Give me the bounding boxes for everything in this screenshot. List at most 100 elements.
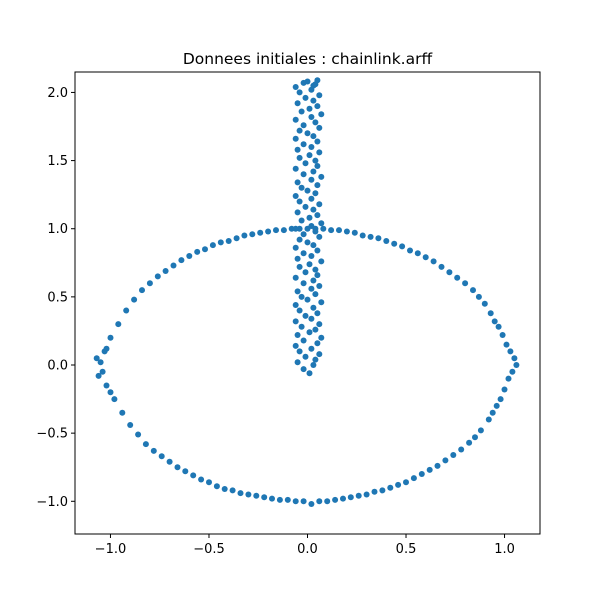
scatter-point bbox=[178, 257, 185, 264]
scatter-point bbox=[300, 79, 307, 86]
scatter-point bbox=[316, 149, 323, 156]
scatter-point bbox=[347, 494, 354, 501]
scatter-point bbox=[507, 348, 514, 355]
scatter-point bbox=[213, 483, 220, 490]
scatter-point bbox=[316, 283, 323, 289]
scatter-point bbox=[312, 266, 319, 273]
scatter-point bbox=[343, 228, 350, 235]
scatter-point bbox=[318, 220, 325, 227]
scatter-point bbox=[292, 302, 299, 308]
scatter-point bbox=[107, 389, 114, 396]
chart-title: Donnees initiales : chainlink.arff bbox=[183, 50, 433, 68]
scatter-point bbox=[314, 182, 321, 189]
scatter-point bbox=[300, 122, 307, 129]
scatter-point bbox=[430, 258, 437, 265]
scatter-point bbox=[296, 236, 303, 243]
x-tick-label: 1.0 bbox=[494, 542, 515, 557]
scatter-point bbox=[310, 362, 317, 368]
scatter-point bbox=[410, 475, 417, 482]
scatter-point bbox=[298, 323, 305, 330]
scatter-point bbox=[146, 280, 153, 287]
scatter-point bbox=[355, 492, 362, 499]
scatter-point bbox=[487, 310, 494, 317]
scatter-point bbox=[316, 92, 323, 99]
scatter-point bbox=[462, 280, 469, 287]
scatter-point bbox=[304, 296, 311, 303]
scatter-point bbox=[302, 94, 309, 101]
scatter-point bbox=[497, 396, 504, 403]
scatter-point bbox=[308, 144, 315, 150]
scatter-point bbox=[475, 293, 482, 300]
scatter-point bbox=[300, 337, 307, 344]
scatter-point bbox=[306, 105, 313, 112]
scatter-point bbox=[95, 372, 102, 379]
scatter-point bbox=[294, 332, 301, 338]
scatter-point bbox=[139, 287, 145, 294]
scatter-point bbox=[318, 334, 325, 341]
scatter-point bbox=[249, 231, 256, 238]
scatter-point bbox=[499, 332, 506, 338]
scatter-point bbox=[511, 355, 518, 362]
scatter-point bbox=[300, 366, 307, 373]
scatter-point bbox=[314, 163, 321, 169]
scatter-point bbox=[302, 269, 309, 276]
scatter-point bbox=[306, 370, 313, 377]
scatter-point bbox=[308, 315, 315, 322]
scatter-point bbox=[241, 232, 248, 239]
scatter-point bbox=[292, 498, 299, 505]
scatter-point bbox=[300, 280, 307, 287]
scatter-point bbox=[93, 355, 100, 362]
scatter-point bbox=[300, 171, 307, 178]
scatter-point bbox=[422, 254, 429, 261]
scatter-point bbox=[306, 214, 313, 221]
scatter-point bbox=[276, 496, 283, 503]
scatter-point bbox=[503, 341, 510, 348]
scatter-point bbox=[308, 195, 315, 202]
scatter-point bbox=[340, 495, 346, 502]
scatter-point bbox=[312, 326, 319, 333]
scatter-point bbox=[513, 362, 520, 368]
scatter-point bbox=[304, 187, 311, 194]
scatter-point bbox=[296, 127, 303, 134]
scatter-point bbox=[387, 484, 394, 491]
scatter-point bbox=[300, 498, 307, 505]
scatter-point bbox=[312, 228, 319, 235]
scatter-point bbox=[310, 97, 317, 104]
scatter-point bbox=[454, 274, 461, 281]
scatter-point bbox=[302, 160, 309, 167]
scatter-point bbox=[154, 273, 161, 280]
scatter-point bbox=[493, 402, 500, 409]
scatter-point bbox=[310, 168, 317, 175]
scatter-point bbox=[298, 217, 305, 224]
scatter-point bbox=[257, 229, 264, 236]
scatter-point bbox=[304, 239, 311, 246]
scatter-point bbox=[292, 165, 299, 172]
scatter-point bbox=[383, 238, 390, 244]
scatter-point bbox=[206, 479, 212, 486]
scatter-point bbox=[135, 431, 142, 438]
scatter-point bbox=[233, 235, 240, 242]
scatter-point bbox=[314, 212, 321, 219]
scatter-point bbox=[328, 227, 335, 234]
scatter-point bbox=[312, 190, 319, 197]
scatter-point bbox=[481, 300, 488, 307]
scatter-point bbox=[434, 462, 441, 469]
scatter-point bbox=[318, 299, 325, 306]
scatter-point bbox=[304, 130, 311, 137]
y-tick-label: 1.5 bbox=[47, 154, 68, 169]
scatter-point bbox=[466, 439, 473, 446]
scatter-point bbox=[306, 261, 313, 268]
scatter-point bbox=[166, 458, 173, 465]
scatter-point bbox=[314, 103, 321, 110]
scatter-point bbox=[292, 193, 299, 199]
scatter-point bbox=[446, 269, 453, 276]
scatter-point bbox=[306, 152, 313, 159]
scatter-point bbox=[253, 492, 260, 499]
scatter-point bbox=[450, 452, 457, 458]
scatter-point bbox=[395, 481, 402, 488]
scatter-point bbox=[221, 486, 228, 492]
scatter-point bbox=[371, 488, 378, 495]
y-axis-ticks: −1.0 −0.5 0.0 0.5 1.0 1.5 2.0 bbox=[36, 86, 75, 510]
scatter-point bbox=[300, 250, 307, 257]
scatter-point bbox=[294, 146, 301, 153]
